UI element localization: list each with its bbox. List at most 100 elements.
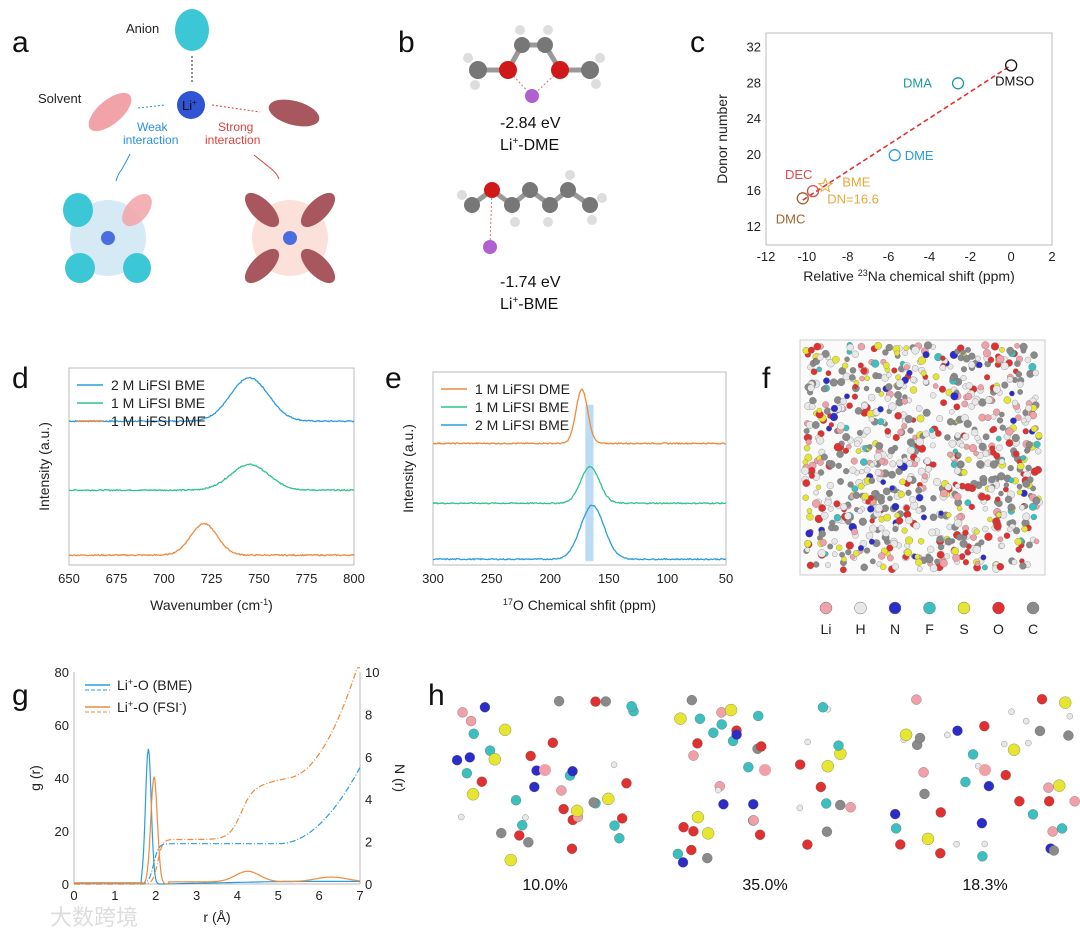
atom [968,749,978,759]
atom [985,414,991,420]
y-tick-label: 80 [55,665,69,680]
legend-atom-H [855,602,867,614]
atom [880,564,886,570]
atom [859,518,867,526]
panel-label: d [12,362,29,395]
atom [951,392,959,400]
x-tick-label: 5 [275,888,282,903]
atom [979,443,987,451]
x-tick-label: 50 [719,571,733,586]
element-legend: Li H N F S O C [820,602,1039,637]
atom [835,800,845,810]
x-axis-label: Wavenumber (cm-1) [150,597,273,613]
atom [891,823,901,833]
legend-element-label: F [925,621,934,637]
atom [816,437,824,445]
atom [1023,428,1029,434]
atom [904,365,909,370]
atom [875,387,881,393]
x-axis-label: Relative 23Na chemical shift (ppm) [803,268,1015,284]
x-tick-label: -12 [757,249,776,264]
y-axis-label: g (r) [27,765,43,791]
x-tick-label: 800 [343,571,365,586]
atom [908,447,915,454]
series-line [69,523,354,555]
atom [825,562,831,568]
atom [951,461,957,467]
atom [947,452,952,457]
atom [756,741,766,751]
atom [819,530,826,537]
atom [925,466,932,473]
atom [1015,343,1020,348]
atom [1053,780,1065,792]
atom [979,540,985,546]
atom [956,452,961,457]
atom [975,561,980,566]
x-tick-label: 0 [70,888,77,903]
series-line [433,467,726,504]
weak-cluster [63,188,158,283]
axes-frame [766,33,1052,245]
bme-molecule [457,170,607,254]
atom [852,486,858,492]
atom [883,488,890,495]
series-line [69,464,354,491]
atom [807,508,812,513]
atom [912,365,918,371]
atom [1019,505,1025,511]
atom [806,530,813,537]
legend-atom-O [993,602,1005,614]
atom [571,805,583,817]
y-tick-label: 20 [747,147,761,162]
panel-h: h 10.0% 35.0% 18.3% [428,679,1080,894]
point-label: DEC [785,167,812,182]
legend-atom-S [958,602,970,614]
atom [998,491,1003,496]
atom [916,438,924,446]
atom [829,422,834,427]
atom [695,714,705,724]
atom [875,469,881,475]
x-axis-label: r (Å) [203,909,230,925]
y-tick-label: 60 [55,718,69,733]
atom [863,427,870,434]
atom [984,781,994,791]
atom [862,493,869,500]
atom [1001,770,1011,780]
atom [797,805,803,811]
atom [996,445,1002,451]
strong-wavy-arrow [254,155,279,179]
atom [820,539,827,546]
figure: a Anion Li+ Solvent Weak interaction Str… [0,0,1080,940]
atom [1009,478,1014,483]
atom [880,479,885,484]
atom [994,522,1002,530]
atom [969,485,976,492]
atom [589,797,599,807]
atom [861,402,868,409]
atom [458,814,464,820]
x-tick-label: -8 [842,249,854,264]
atom [961,350,966,355]
atom [1016,547,1022,553]
atom [965,500,971,506]
atom [887,496,892,501]
atom [933,374,939,380]
atom [466,716,476,726]
bme-binding-energy: -1.74 eV [500,274,561,291]
atom [915,733,925,743]
atom [1001,382,1008,389]
atom [894,350,899,355]
atom [869,417,874,422]
atom [1005,496,1012,503]
atom [883,362,889,368]
atom [1015,538,1022,545]
atom [809,397,816,404]
atom [716,707,726,717]
atom [804,428,810,434]
legend-label: 2 M LiFSI BME [475,417,569,433]
legend-label: 1 M LiFSI BME [111,395,205,411]
atom [937,536,944,543]
percentage-3: 18.3% [962,877,1007,894]
